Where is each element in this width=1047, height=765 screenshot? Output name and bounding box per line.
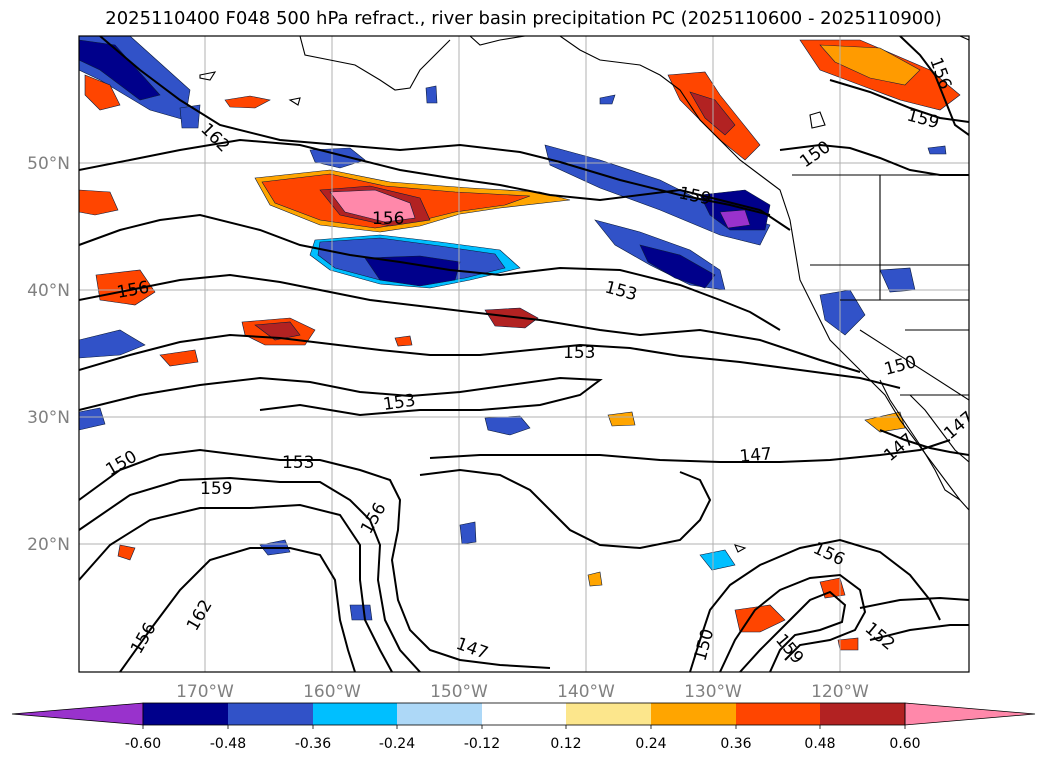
contour-label: 156 (372, 209, 404, 229)
colorbar-segment (228, 703, 313, 725)
colorbar-frame (142, 702, 906, 726)
colorbar-extend-max (904, 702, 1036, 726)
colorbar-tick-label: 0.12 (550, 736, 581, 752)
lon-label: 170°W (176, 682, 234, 702)
colorbar-tick-label: 0.36 (720, 736, 751, 752)
longitude-labels: 170°W 160°W 150°W 140°W 130°W 120°W (176, 682, 869, 702)
map-title: 2025110400 F048 500 hPa refract., river … (105, 8, 942, 29)
shaded-field (79, 36, 961, 651)
colorbar-segment (651, 703, 736, 725)
contour-label: 147 (739, 444, 773, 467)
lon-label: 140°W (557, 682, 615, 702)
lat-label: 20°N (27, 535, 70, 555)
colorbar-tick-label: 0.48 (804, 736, 835, 752)
colorbar-tick-label: 0.60 (889, 736, 920, 752)
colorbar-tick-label: -0.60 (125, 736, 161, 752)
colorbar-tick-label: -0.36 (295, 736, 331, 752)
lon-label: 130°W (684, 682, 742, 702)
colorbar-segment (143, 703, 228, 725)
colorbar-extend-min (11, 702, 144, 726)
colorbar-tick-label: -0.24 (379, 736, 415, 752)
colorbar-ticks (142, 725, 906, 729)
colorbar-tick-label: -0.12 (464, 736, 500, 752)
lat-label: 30°N (27, 408, 70, 428)
colorbar-tick-label: 0.24 (635, 736, 666, 752)
lat-label: 40°N (27, 281, 70, 301)
lon-label: 150°W (430, 682, 488, 702)
map-layers: 156 159 162 156 159 156 153 153 153 150 … (79, 36, 969, 672)
map-frame (78, 35, 970, 673)
colorbar-segment (566, 703, 651, 725)
colorbar-segment (820, 703, 905, 725)
lon-label: 160°W (303, 682, 361, 702)
colorbar-segment (397, 703, 482, 725)
colorbar-segment (482, 703, 566, 725)
contour-lines (79, 36, 969, 672)
lon-label: 120°W (811, 682, 869, 702)
contour-label: 159 (200, 479, 232, 499)
contour-label: 153 (282, 453, 314, 473)
lat-label: 50°N (27, 154, 70, 174)
contour-label: 153 (563, 343, 595, 363)
contour-label: 153 (382, 391, 417, 415)
colorbar-segment (736, 703, 820, 725)
colorbar: -0.60 -0.48 -0.36 -0.24 -0.12 0.12 0.24 … (11, 702, 1036, 752)
colorbar-segment (313, 703, 397, 725)
colorbar-tick-label: -0.48 (210, 736, 246, 752)
latitude-labels: 50°N 40°N 30°N 20°N (27, 154, 70, 555)
